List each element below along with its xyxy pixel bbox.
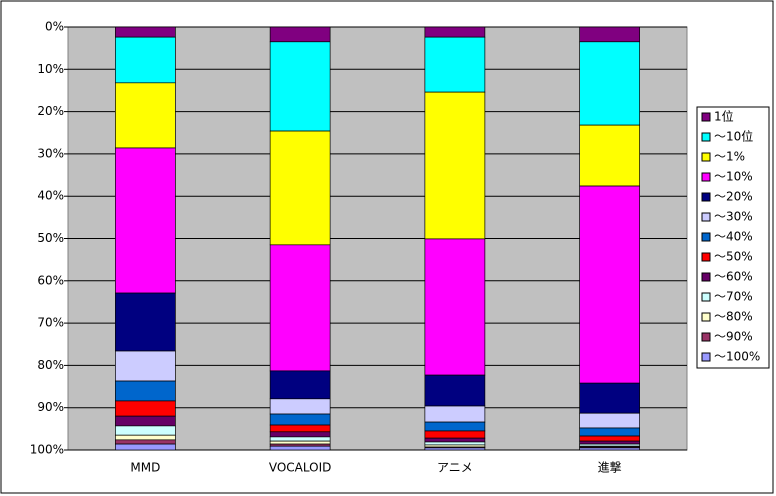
legend-swatch bbox=[701, 232, 711, 242]
bar-segment bbox=[115, 26, 176, 38]
x-tick-label: アニメ bbox=[437, 461, 473, 475]
bar-segment bbox=[579, 412, 640, 429]
legend-swatch bbox=[701, 352, 711, 362]
bar-segment bbox=[424, 26, 486, 38]
bar-segment bbox=[115, 292, 176, 352]
bar-segment bbox=[579, 41, 640, 126]
legend-swatch bbox=[701, 312, 711, 322]
legend-swatch bbox=[701, 292, 711, 302]
bar-segment bbox=[269, 41, 331, 132]
legend-label: ～70% bbox=[714, 290, 753, 304]
y-tick-label: 80% bbox=[37, 358, 64, 372]
bar-segment bbox=[269, 244, 331, 372]
bar-segment bbox=[269, 413, 331, 426]
bar-segment bbox=[424, 441, 486, 446]
bar-segment bbox=[115, 380, 176, 402]
legend-label: ～90% bbox=[714, 330, 753, 344]
y-tick-label: 100% bbox=[30, 443, 64, 457]
bar-segment bbox=[424, 405, 486, 423]
bar-segment bbox=[269, 370, 331, 400]
y-tick-label: 70% bbox=[37, 316, 64, 330]
x-tick-label: 進撃 bbox=[598, 460, 622, 475]
bar-segment bbox=[115, 350, 176, 382]
y-tick-label: 30% bbox=[37, 146, 64, 160]
bar-segment bbox=[269, 431, 331, 438]
bar-segment bbox=[115, 82, 176, 149]
legend-label: ～60% bbox=[714, 270, 753, 284]
legend-label: ～40% bbox=[714, 230, 753, 244]
legend-swatch bbox=[701, 332, 711, 342]
bar-segment bbox=[269, 440, 331, 445]
bar-segment bbox=[579, 26, 640, 43]
bar-segment bbox=[115, 425, 176, 436]
bar-segment bbox=[579, 435, 640, 442]
legend-label: ～50% bbox=[714, 250, 753, 264]
legend-label: ～10位 bbox=[714, 129, 753, 144]
y-tick-label: 40% bbox=[37, 189, 64, 203]
y-tick-label: 0% bbox=[45, 20, 64, 34]
bar-segment bbox=[269, 424, 331, 433]
bar-segment bbox=[424, 91, 486, 240]
legend-label: ～80% bbox=[714, 310, 753, 324]
bar-segment bbox=[579, 447, 640, 451]
legend-label: 1位 bbox=[714, 109, 734, 124]
bar-segment bbox=[424, 238, 486, 376]
bar-segment bbox=[115, 439, 176, 445]
bar-segment bbox=[269, 130, 331, 246]
bar-segment bbox=[115, 147, 176, 294]
legend-swatch bbox=[701, 192, 711, 202]
bar-segment bbox=[579, 185, 640, 384]
bar-segment bbox=[269, 398, 331, 415]
bar-segment bbox=[424, 36, 486, 93]
y-tick-label: 10% bbox=[37, 62, 64, 76]
legend-label: ～100% bbox=[714, 350, 760, 364]
y-tick-label: 90% bbox=[37, 400, 64, 414]
legend-swatch bbox=[701, 272, 711, 282]
bar-segment bbox=[269, 436, 331, 442]
legend-label: ～30% bbox=[714, 210, 753, 224]
y-tick-label: 50% bbox=[37, 231, 64, 245]
legend-label: ～10% bbox=[714, 170, 753, 184]
bar-segment bbox=[579, 427, 640, 437]
bar-segment bbox=[115, 415, 176, 427]
bar-segment bbox=[269, 26, 331, 43]
bar-segment bbox=[424, 421, 486, 432]
x-tick-label: VOCALOID bbox=[269, 461, 332, 475]
bar-segment bbox=[115, 400, 176, 417]
bar-segment bbox=[115, 434, 176, 441]
bar-segment bbox=[115, 443, 176, 451]
bar-segment bbox=[115, 36, 176, 84]
x-tick-label: MMD bbox=[130, 461, 160, 475]
legend-swatch bbox=[701, 252, 711, 262]
legend-swatch bbox=[701, 172, 711, 182]
bar-segment bbox=[424, 374, 486, 407]
y-tick-label: 20% bbox=[37, 104, 64, 118]
bar-segment bbox=[424, 447, 486, 451]
bar-segment bbox=[579, 382, 640, 414]
legend-swatch bbox=[701, 112, 711, 122]
bar-segment bbox=[269, 445, 331, 451]
legend-label: ～1% bbox=[714, 150, 745, 164]
bar-segment bbox=[579, 124, 640, 187]
legend-swatch bbox=[701, 132, 711, 142]
y-tick-label: 60% bbox=[37, 273, 64, 287]
bar-segment bbox=[579, 440, 640, 445]
legend-swatch bbox=[701, 212, 711, 222]
bar-segment bbox=[424, 430, 486, 439]
legend-swatch bbox=[701, 152, 711, 162]
legend-label: ～20% bbox=[714, 190, 753, 204]
bar-segment bbox=[424, 437, 486, 443]
